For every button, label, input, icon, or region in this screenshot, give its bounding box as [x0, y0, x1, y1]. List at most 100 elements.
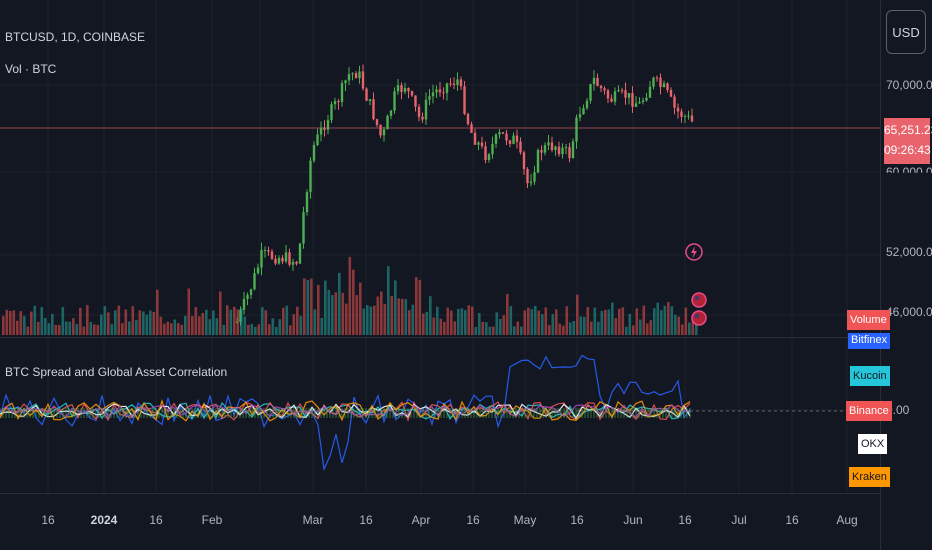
volume-bar	[334, 292, 338, 335]
volume-bar	[184, 315, 187, 335]
volume-bar	[201, 312, 205, 335]
candle	[491, 143, 494, 155]
volume-bar	[555, 309, 558, 335]
candle	[659, 77, 662, 87]
volume-bar	[614, 318, 618, 335]
volume-bar	[40, 307, 44, 335]
candle	[445, 83, 449, 93]
volume-bar	[33, 305, 37, 335]
volume-bar	[352, 269, 355, 335]
time-tick: Jun	[623, 513, 643, 527]
candle	[298, 243, 302, 264]
candle	[249, 289, 253, 295]
candle	[288, 252, 291, 265]
volume-legend[interactable]: Vol · BTC	[5, 62, 57, 76]
currency-button[interactable]: USD	[886, 10, 926, 54]
chart-canvas[interactable]	[0, 0, 880, 510]
volume-bar	[219, 291, 222, 335]
volume-bar	[156, 289, 159, 335]
volume-bar	[649, 320, 653, 335]
time-tick: 16	[678, 513, 692, 527]
volume-bar	[513, 326, 516, 335]
volume-bar	[394, 280, 397, 335]
volume-bar	[215, 318, 219, 335]
time-tick: Aug	[836, 513, 858, 527]
volume-bar	[453, 321, 457, 335]
volume-bar	[254, 326, 257, 335]
volume-bar	[89, 322, 93, 335]
volume-bar	[471, 306, 474, 335]
candle	[613, 91, 617, 102]
candle	[400, 85, 403, 92]
volume-bar	[306, 279, 310, 335]
volume-bar	[397, 298, 401, 335]
volume-bar	[313, 309, 317, 335]
volume-bar	[72, 318, 75, 335]
volume-bar	[310, 278, 313, 335]
volume-bar	[131, 306, 135, 335]
candle	[484, 146, 487, 161]
volume-bar	[299, 315, 303, 335]
candle	[358, 71, 361, 79]
indicator-title[interactable]: BTC Spread and Global Asset Correlation	[5, 365, 228, 379]
price-tick: 46,000.00	[886, 305, 932, 319]
volume-bar	[282, 307, 285, 335]
last-price-tag: 65,251.23 09:26:43	[884, 118, 932, 164]
volume-bar	[103, 306, 107, 335]
volume-bar	[681, 324, 684, 335]
candle	[638, 102, 641, 104]
candle	[270, 251, 274, 259]
volume-bar	[37, 321, 40, 335]
candle	[365, 88, 368, 101]
volume-bar	[303, 278, 306, 335]
volume-bar	[474, 326, 478, 335]
volume-bar	[296, 306, 299, 335]
volume-bar	[338, 272, 341, 335]
volume-bar	[579, 316, 583, 335]
time-tick: 16	[41, 513, 55, 527]
symbol-title[interactable]: BTCUSD, 1D, COINBASE	[5, 30, 146, 44]
us-flag-canton	[695, 296, 699, 300]
candle	[480, 142, 484, 147]
candle	[505, 133, 508, 141]
candle	[382, 129, 386, 136]
volume-bar	[411, 304, 415, 335]
candle	[627, 93, 631, 98]
volume-bar	[495, 312, 499, 335]
volume-bar	[107, 312, 110, 335]
volume-bar	[527, 307, 530, 335]
label-bitfinex: Bitfinex	[848, 333, 891, 349]
candle	[512, 135, 515, 144]
volume-bar	[457, 308, 460, 335]
candle	[242, 298, 246, 310]
volume-bar	[26, 326, 30, 335]
candle	[337, 101, 340, 103]
volume-bar	[485, 322, 488, 335]
us-flag-canton	[695, 314, 699, 318]
volume-bar	[373, 305, 376, 335]
lightning-event-glyph	[691, 246, 697, 259]
volume-bar	[478, 313, 481, 335]
price-axis[interactable]	[880, 0, 932, 550]
volume-bar	[415, 277, 418, 335]
candle	[687, 115, 690, 117]
volume-bar	[597, 321, 600, 335]
time-tick: 16	[149, 513, 163, 527]
candle	[508, 140, 512, 144]
candle	[281, 257, 284, 262]
volume-bar	[75, 324, 79, 335]
candle	[403, 88, 407, 92]
volume-bar	[366, 305, 369, 335]
volume-bar	[114, 310, 117, 335]
volume-bar	[516, 321, 520, 335]
candle	[631, 93, 634, 107]
volume-bar	[317, 285, 320, 335]
volume-bar	[93, 324, 96, 335]
volume-bar	[257, 324, 261, 335]
volume-bar	[30, 311, 33, 335]
volume-bar	[572, 320, 576, 335]
candle	[564, 147, 568, 149]
time-tick: May	[513, 513, 537, 527]
pane-separator[interactable]	[0, 337, 880, 338]
volume-bar	[541, 314, 544, 335]
